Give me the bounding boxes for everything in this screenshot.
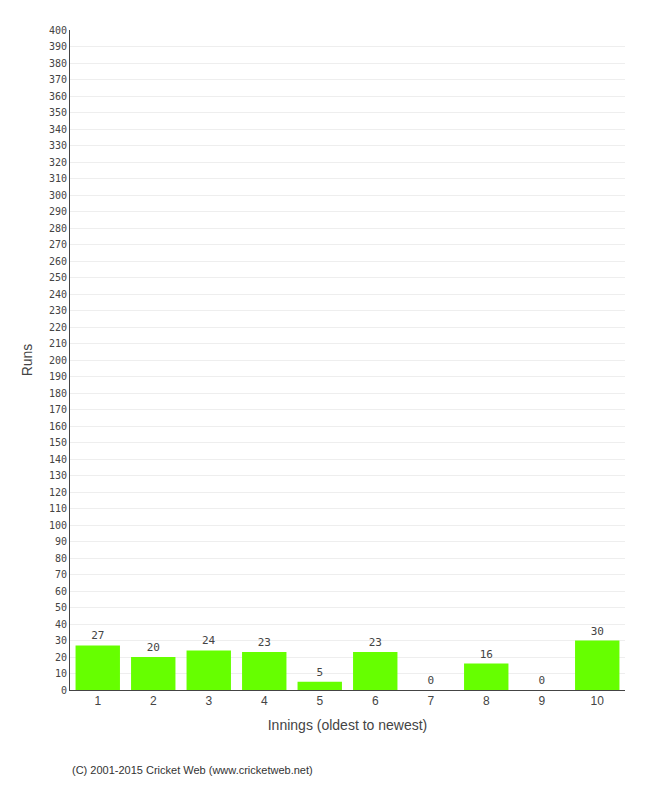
- svg-text:280: 280: [49, 223, 67, 234]
- svg-text:5: 5: [316, 666, 323, 679]
- svg-text:60: 60: [55, 586, 67, 597]
- svg-text:3: 3: [205, 694, 212, 708]
- svg-text:Innings (oldest to newest): Innings (oldest to newest): [268, 717, 428, 733]
- svg-text:Runs: Runs: [19, 344, 35, 377]
- svg-text:160: 160: [49, 421, 67, 432]
- svg-text:350: 350: [49, 107, 67, 118]
- svg-text:330: 330: [49, 140, 67, 151]
- svg-text:90: 90: [55, 536, 67, 547]
- svg-text:220: 220: [49, 322, 67, 333]
- svg-text:130: 130: [49, 470, 67, 481]
- svg-text:80: 80: [55, 553, 67, 564]
- svg-text:16: 16: [480, 648, 493, 661]
- svg-text:400: 400: [49, 25, 67, 36]
- svg-text:300: 300: [49, 190, 67, 201]
- svg-text:270: 270: [49, 239, 67, 250]
- svg-text:40: 40: [55, 619, 67, 630]
- svg-text:20: 20: [55, 652, 67, 663]
- svg-text:50: 50: [55, 602, 67, 613]
- svg-text:7: 7: [427, 694, 434, 708]
- svg-text:5: 5: [316, 694, 323, 708]
- svg-text:(C) 2001-2015 Cricket Web (www: (C) 2001-2015 Cricket Web (www.cricketwe…: [72, 764, 313, 776]
- svg-text:230: 230: [49, 305, 67, 316]
- svg-text:100: 100: [49, 520, 67, 531]
- svg-text:70: 70: [55, 569, 67, 580]
- svg-text:0: 0: [538, 674, 545, 687]
- svg-text:380: 380: [49, 58, 67, 69]
- svg-text:23: 23: [369, 636, 382, 649]
- svg-text:170: 170: [49, 404, 67, 415]
- svg-text:120: 120: [49, 487, 67, 498]
- svg-text:8: 8: [483, 694, 490, 708]
- svg-text:30: 30: [55, 635, 67, 646]
- svg-text:340: 340: [49, 124, 67, 135]
- svg-text:0: 0: [61, 685, 67, 696]
- svg-text:10: 10: [591, 694, 605, 708]
- svg-text:6: 6: [372, 694, 379, 708]
- svg-text:23: 23: [258, 636, 271, 649]
- svg-text:190: 190: [49, 371, 67, 382]
- svg-text:4: 4: [261, 694, 268, 708]
- svg-text:200: 200: [49, 355, 67, 366]
- svg-text:180: 180: [49, 388, 67, 399]
- svg-text:30: 30: [591, 625, 604, 638]
- svg-text:250: 250: [49, 272, 67, 283]
- svg-text:0: 0: [427, 674, 434, 687]
- svg-text:150: 150: [49, 437, 67, 448]
- svg-text:390: 390: [49, 41, 67, 52]
- svg-text:27: 27: [91, 629, 104, 642]
- svg-text:240: 240: [49, 289, 67, 300]
- svg-text:24: 24: [202, 634, 216, 647]
- svg-text:9: 9: [538, 694, 545, 708]
- svg-text:210: 210: [49, 338, 67, 349]
- svg-text:320: 320: [49, 157, 67, 168]
- svg-text:310: 310: [49, 173, 67, 184]
- svg-text:2: 2: [150, 694, 157, 708]
- svg-text:360: 360: [49, 91, 67, 102]
- svg-text:260: 260: [49, 256, 67, 267]
- svg-text:110: 110: [49, 503, 67, 514]
- svg-text:20: 20: [147, 641, 160, 654]
- svg-text:1: 1: [94, 694, 101, 708]
- svg-text:10: 10: [55, 668, 67, 679]
- svg-text:290: 290: [49, 206, 67, 217]
- svg-text:140: 140: [49, 454, 67, 465]
- svg-text:370: 370: [49, 74, 67, 85]
